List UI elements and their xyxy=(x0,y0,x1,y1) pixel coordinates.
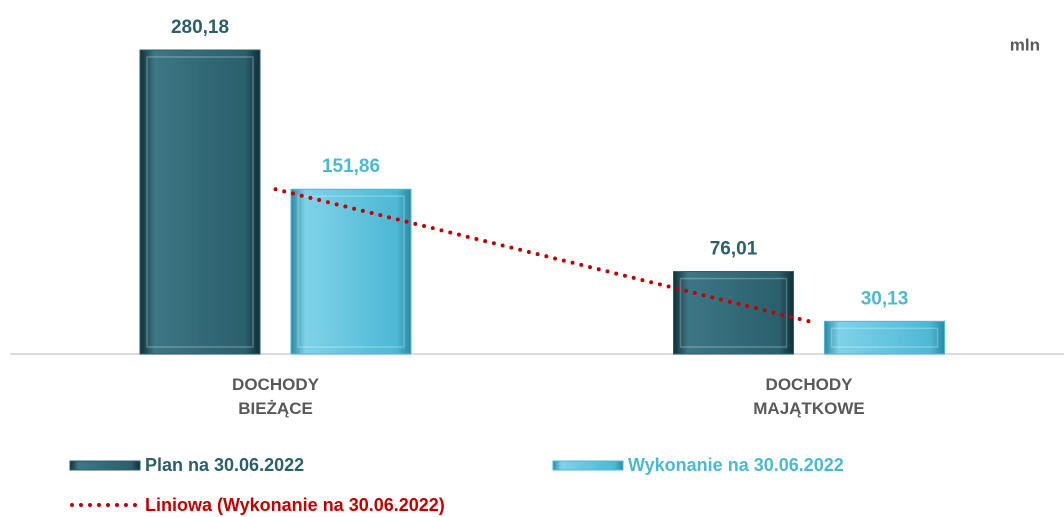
bar-bevel xyxy=(146,56,254,348)
legend-swatch xyxy=(69,460,141,471)
x-tick-label: DOCHODY BIEŻĄCE xyxy=(232,375,319,418)
bar-bevel xyxy=(679,277,788,348)
value-label: 280,18 xyxy=(171,17,229,38)
value-label: 151,86 xyxy=(322,156,380,177)
legend-label: Wykonanie na 30.06.2022 xyxy=(628,455,844,475)
legend-swatch xyxy=(552,460,624,471)
bar xyxy=(290,188,412,355)
value-label: 76,01 xyxy=(710,239,758,260)
bar xyxy=(139,49,261,355)
trendline xyxy=(273,187,811,324)
unit-label: mln xyxy=(1010,35,1040,54)
legend-label: Plan na 30.06.2022 xyxy=(145,455,304,475)
bar xyxy=(824,320,945,355)
bar-bevel xyxy=(830,327,939,348)
x-tick-label: DOCHODY MAJĄTKOWE xyxy=(753,375,865,418)
value-label: 30,13 xyxy=(861,288,909,309)
legend-label: Liniowa (Wykonanie na 30.06.2022) xyxy=(145,495,445,515)
bar xyxy=(673,271,794,355)
bar-bevel xyxy=(297,195,405,348)
